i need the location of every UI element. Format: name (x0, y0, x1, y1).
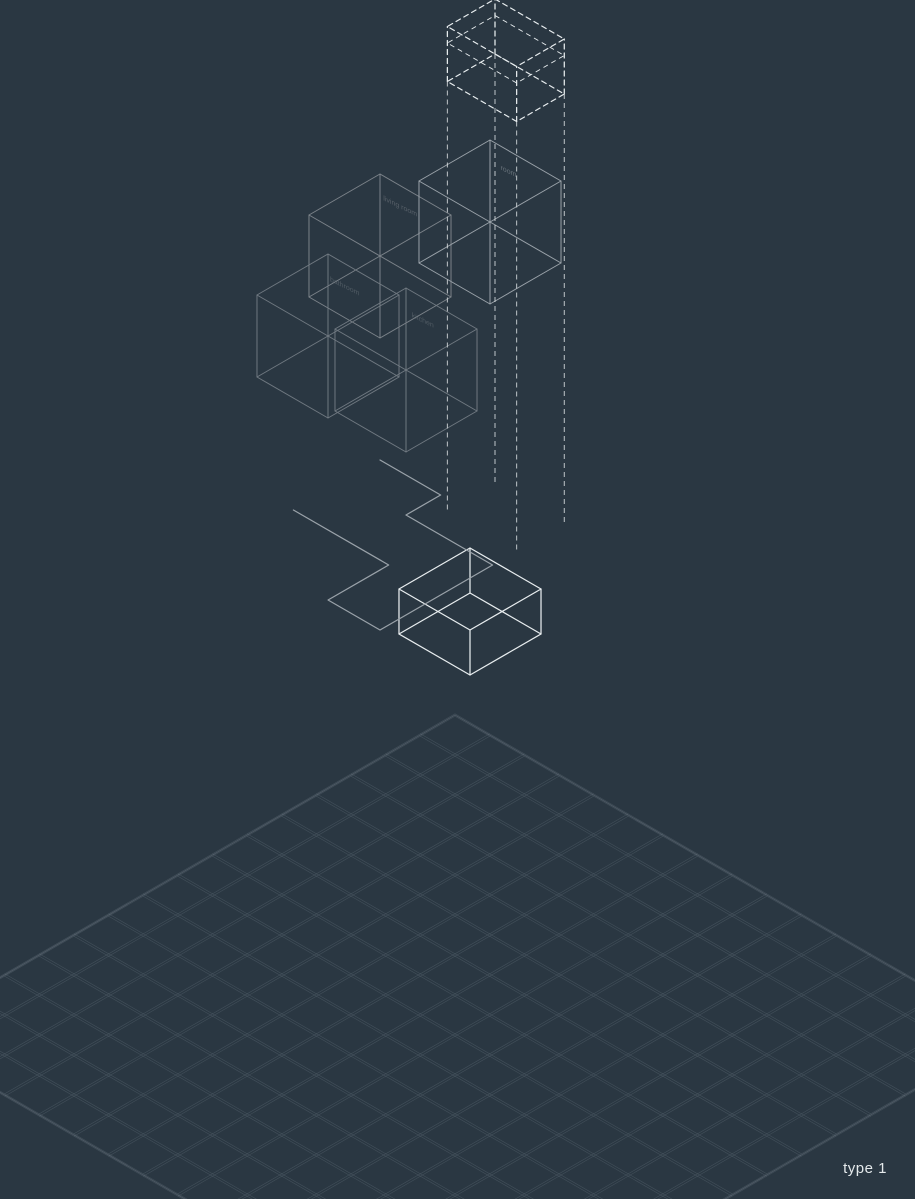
caption-label: type 1 (843, 1160, 887, 1177)
isometric-diagram: living roombathroomkitchenroom (0, 0, 915, 1199)
